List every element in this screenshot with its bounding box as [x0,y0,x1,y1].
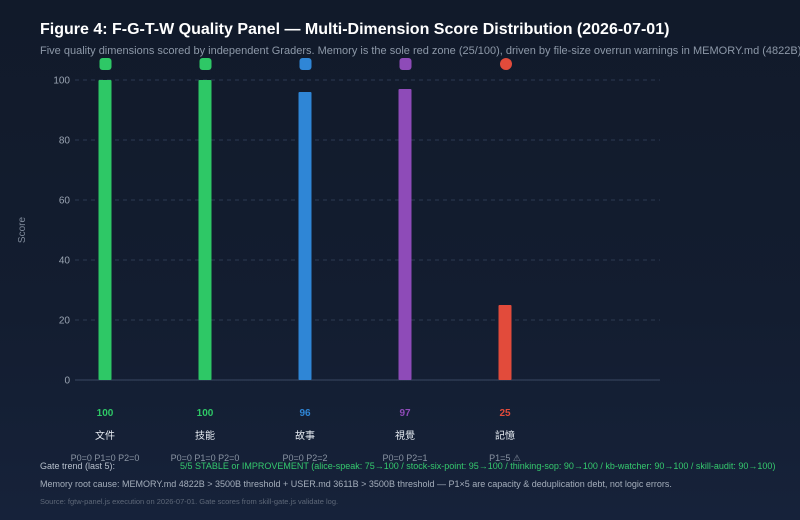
bar-1 [98,80,112,380]
value-label: 97 [399,408,411,419]
chart-title: Figure 4: F-G-T-W Quality Panel — Multi-… [40,21,670,38]
bar-4 [398,89,412,380]
y-axis: 0 20 40 60 80 100 Score [17,76,660,387]
marker-square [399,58,412,70]
value-label: 100 [197,408,214,419]
gate-trend-label: Gate trend (last 5): [40,461,116,471]
y-tick-label: 20 [59,316,71,327]
marker-square [99,58,112,70]
priority-label: P0=0 P1=0 P2=0 [171,453,240,463]
y-tick-label: 40 [59,256,71,267]
chart-subtitle: Five quality dimensions scored by indepe… [40,45,800,57]
source-note: Source: fgtw-panel.js execution on 2026-… [40,497,339,506]
gate-trend-value: 5/5 STABLE or IMPROVEMENT (alice-speak: … [180,461,776,471]
value-label: 100 [97,408,114,419]
priority-label: P0=0 P2=1 [382,453,427,463]
category-label: 文件 [95,429,115,442]
category-label: 記憶 [495,429,515,442]
priority-label: P0=0 P1=0 P2=0 [71,453,140,463]
marker-square [199,58,212,70]
category-label: 技能 [195,429,215,442]
value-label: 25 [499,408,511,419]
bar-2 [198,80,212,380]
priority-label: P1=5 ⚠ [489,453,521,463]
category-label: 視覺 [395,429,415,442]
bar-5 [498,305,512,380]
bar-labels: 100 文件 P0=0 P1=0 P2=0 100 技能 P0=0 P1=0 P2=0 96… [71,408,521,463]
y-tick-label: 60 [59,196,71,207]
value-label: 96 [299,408,311,419]
root-cause-note: Memory root cause: MEMORY.md 4822B > 350… [40,479,672,489]
grid-lines [75,79,660,321]
y-tick-label: 100 [53,76,70,87]
y-axis-label: Score [17,217,28,244]
y-tick-label: 0 [64,376,70,387]
marker-square [299,58,312,70]
bars [98,58,512,380]
category-label: 故事 [295,429,315,442]
y-tick-label: 80 [59,136,71,147]
marker-circle [500,58,512,70]
priority-label: P0=0 P2=2 [282,453,327,463]
bar-3 [298,92,312,380]
